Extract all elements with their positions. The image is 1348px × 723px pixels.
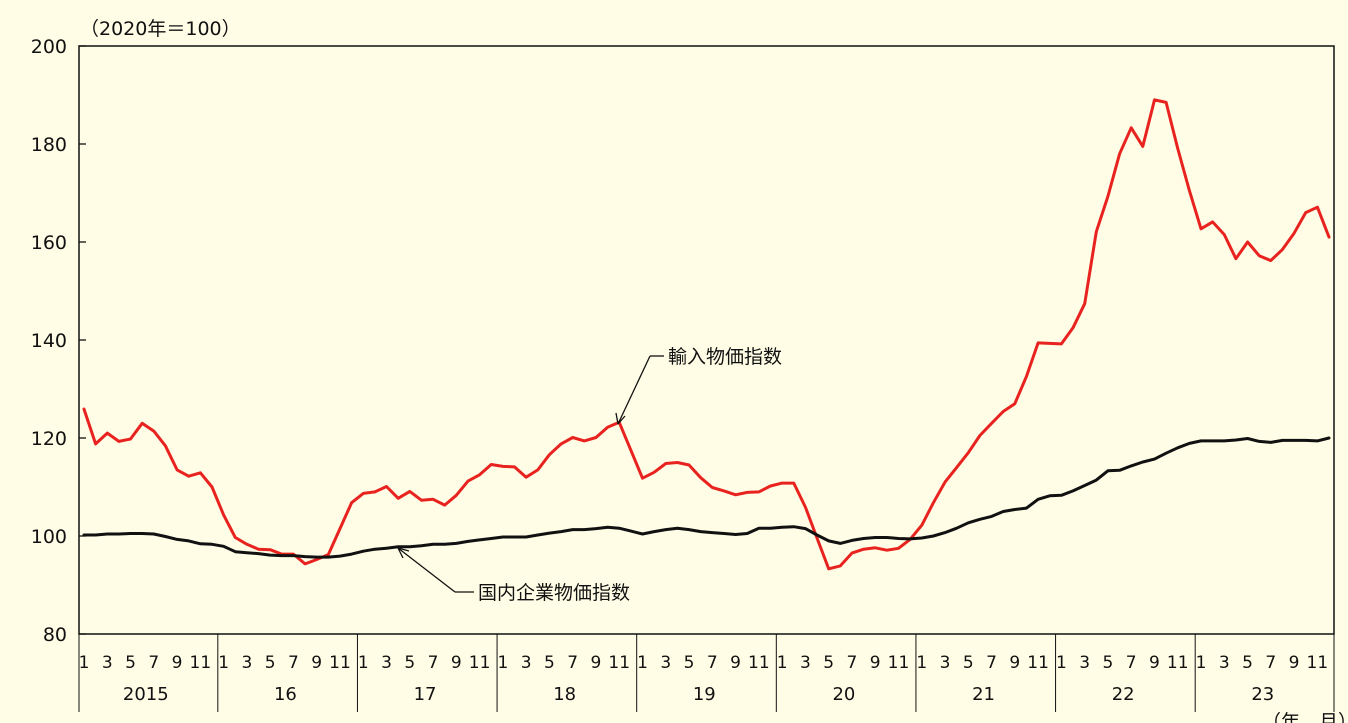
x-year-label: 2015: [123, 684, 169, 705]
x-month-label: 5: [404, 653, 415, 673]
x-month-label: 3: [660, 653, 671, 673]
x-month-label: 11: [888, 653, 910, 673]
y-axis: 80 100 120 140 160 180 200: [31, 36, 86, 646]
domestic-price-pointer: [397, 547, 456, 593]
x-month-label: 3: [940, 653, 951, 673]
x-month-label: 1: [218, 653, 229, 673]
x-month-label: 5: [265, 653, 276, 673]
x-month-label: 3: [800, 653, 811, 673]
x-month-label: 5: [1103, 653, 1114, 673]
series-lines: [82, 98, 1331, 571]
x-month-label: 5: [684, 653, 695, 673]
y-unit-label: （2020年＝100）: [80, 18, 241, 40]
y-tick-label: 120: [31, 428, 67, 450]
x-year-label: 23: [1251, 684, 1274, 705]
x-month-label: 11: [329, 653, 351, 673]
x-month-label: 5: [544, 653, 555, 673]
x-month-label: 9: [311, 653, 322, 673]
x-month-label: 11: [469, 653, 491, 673]
x-month-label: 1: [777, 653, 788, 673]
x-year-label: 18: [553, 684, 576, 705]
x-month-label: 9: [591, 653, 602, 673]
x-month-label: 7: [428, 653, 439, 673]
x-month-label: 9: [451, 653, 462, 673]
x-month-label: 7: [1126, 653, 1137, 673]
x-month-label: 7: [288, 653, 299, 673]
x-year-label: 22: [1112, 684, 1135, 705]
x-year-label: 16: [274, 684, 297, 705]
x-month-label: 11: [748, 653, 770, 673]
x-month-label: 1: [497, 653, 508, 673]
x-month-label: 9: [1289, 653, 1300, 673]
x-month-label: 5: [1242, 653, 1253, 673]
x-month-label: 1: [1196, 653, 1207, 673]
x-month-label: 7: [1265, 653, 1276, 673]
x-month-label: 11: [1307, 653, 1329, 673]
x-month-label: 5: [125, 653, 136, 673]
x-month-label: 1: [79, 653, 90, 673]
x-month-label: 7: [986, 653, 997, 673]
x-month-label: 5: [823, 653, 834, 673]
x-month-label: 1: [1056, 653, 1067, 673]
x-month-label: 7: [148, 653, 159, 673]
x-month-label: 9: [172, 653, 183, 673]
import-price-index-line: [82, 98, 1331, 571]
x-year-label: 17: [414, 684, 437, 705]
x-month-label: 11: [608, 653, 630, 673]
x-month-label: 7: [707, 653, 718, 673]
x-month-label: 9: [1009, 653, 1020, 673]
x-month-label: 5: [963, 653, 974, 673]
y-tick-label: 180: [31, 134, 67, 156]
x-month-label: 7: [847, 653, 858, 673]
y-tick-label: 140: [31, 330, 67, 352]
x-month-label: 3: [521, 653, 532, 673]
domestic-price-arrowhead: [397, 547, 410, 559]
domestic-price-annotation: 国内企業物価指数: [478, 582, 630, 604]
y-tick-label: 200: [31, 36, 67, 58]
domestic-corporate-price-index-line: [82, 436, 1331, 559]
y-tick-label: 160: [31, 232, 67, 254]
x-unit-label: （年、月）: [1262, 711, 1348, 723]
x-month-label: 3: [1219, 653, 1230, 673]
x-month-label: 1: [637, 653, 648, 673]
x-year-label: 20: [832, 684, 855, 705]
x-month-label: 3: [102, 653, 113, 673]
x-month-label: 1: [916, 653, 927, 673]
x-month-label: 9: [870, 653, 881, 673]
import-price-annotation: 輸入物価指数: [668, 346, 782, 368]
annotations: 輸入物価指数 国内企業物価指数: [397, 346, 782, 604]
x-month-label: 3: [381, 653, 392, 673]
x-month-label: 11: [190, 653, 212, 673]
x-month-label: 1: [358, 653, 369, 673]
x-year-label: 21: [972, 684, 995, 705]
y-tick-label: 80: [43, 624, 67, 646]
x-month-label: 11: [1027, 653, 1049, 673]
x-year-label: 19: [693, 684, 716, 705]
x-month-label: 3: [1079, 653, 1090, 673]
x-month-label: 9: [1149, 653, 1160, 673]
x-month-label: 7: [567, 653, 578, 673]
x-month-label: 9: [730, 653, 741, 673]
x-month-label: 3: [241, 653, 252, 673]
import-price-arrowhead: [615, 412, 626, 425]
import-price-pointer: [617, 355, 651, 425]
y-tick-label: 100: [31, 526, 67, 548]
x-month-label: 11: [1167, 653, 1189, 673]
